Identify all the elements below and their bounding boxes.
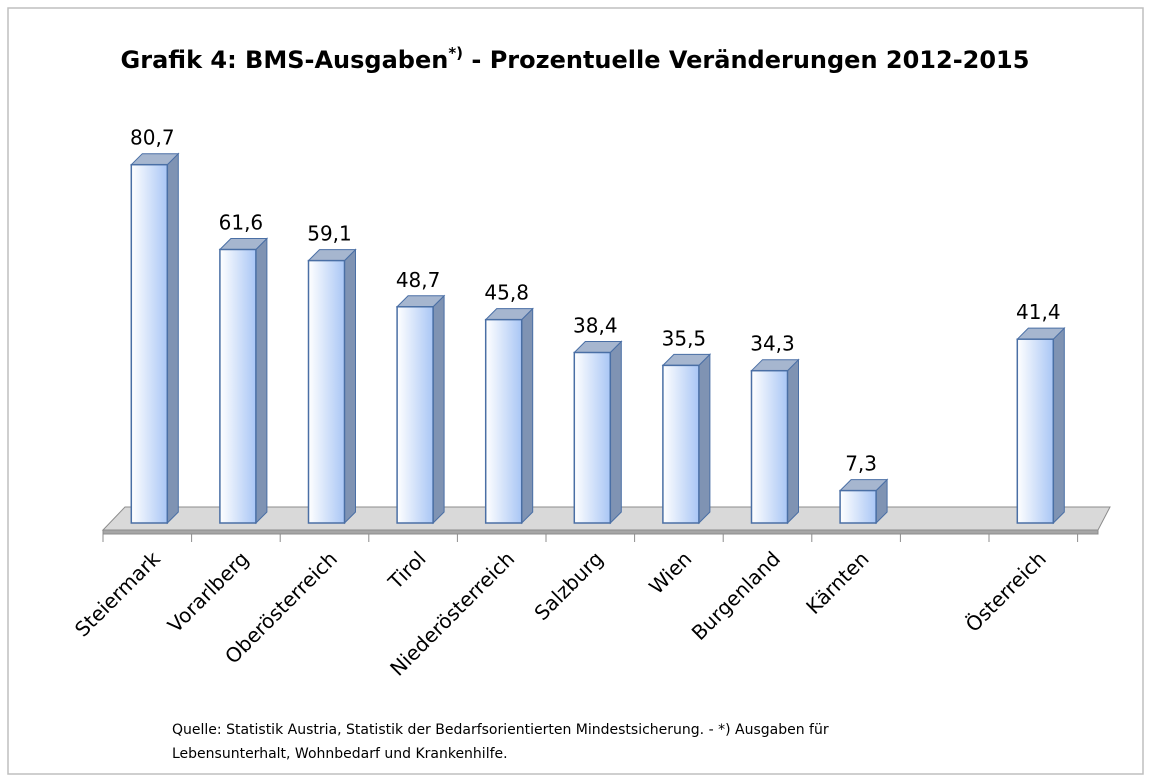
value-label: 61,6 (219, 210, 264, 234)
value-label: 34,3 (750, 332, 795, 356)
chart-title: Grafik 4: BMS-Ausgaben*) - Prozentuelle … (121, 44, 1030, 74)
note: Quelle: Statistik Austria, Statistik der… (172, 722, 829, 738)
title-part: Grafik 4: BMS-Ausgaben (121, 46, 449, 74)
bar (130, 163, 169, 524)
bar (573, 351, 612, 524)
bar (662, 364, 700, 524)
bar (1016, 338, 1055, 524)
bar (750, 369, 789, 524)
bar (839, 489, 877, 524)
bar-side (255, 237, 268, 525)
title-part: - Prozentuelle Veränderungen 2012-2015 (463, 46, 1029, 74)
bar-side (1052, 326, 1065, 525)
value-label: 45,8 (484, 281, 529, 305)
bar (307, 259, 346, 524)
bar-side (166, 152, 179, 525)
bar-side (698, 353, 711, 525)
bar-side (521, 307, 534, 525)
bar-side (609, 340, 622, 525)
title-sup: *) (448, 44, 463, 62)
value-label: 7,3 (845, 452, 877, 476)
value-label: 35,5 (662, 326, 707, 350)
value-label: 59,1 (307, 222, 352, 246)
bar (396, 306, 434, 524)
bar-side (787, 358, 799, 525)
floor-edge (102, 529, 1099, 535)
bar (219, 248, 257, 524)
value-label: 38,4 (573, 314, 618, 338)
bar-side (432, 294, 445, 525)
value-label: 80,7 (130, 126, 175, 150)
value-label: 48,7 (396, 268, 441, 292)
bar (484, 318, 523, 524)
value-label: 41,4 (1016, 300, 1061, 324)
bar-side (344, 248, 356, 525)
note: Lebensunterhalt, Wohnbedarf und Krankenh… (172, 746, 508, 762)
